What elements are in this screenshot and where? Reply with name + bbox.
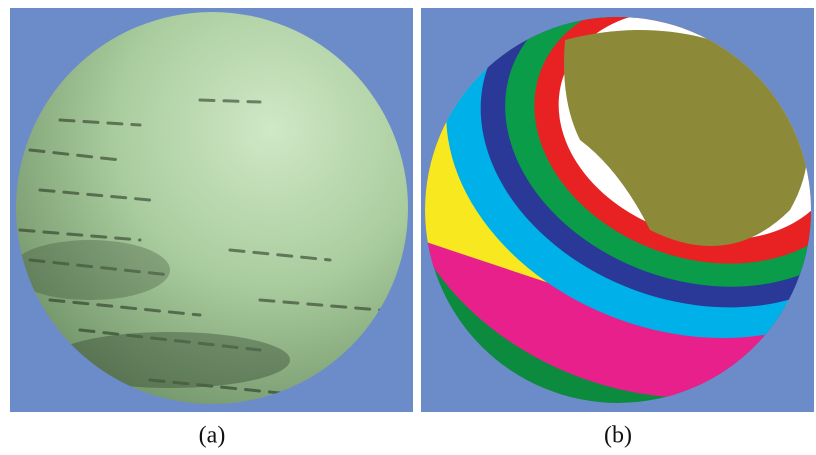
panel-a: [10, 8, 413, 412]
figure: (a) (b): [0, 0, 816, 455]
caption: (a): [199, 423, 226, 449]
caption: (b): [604, 423, 632, 449]
